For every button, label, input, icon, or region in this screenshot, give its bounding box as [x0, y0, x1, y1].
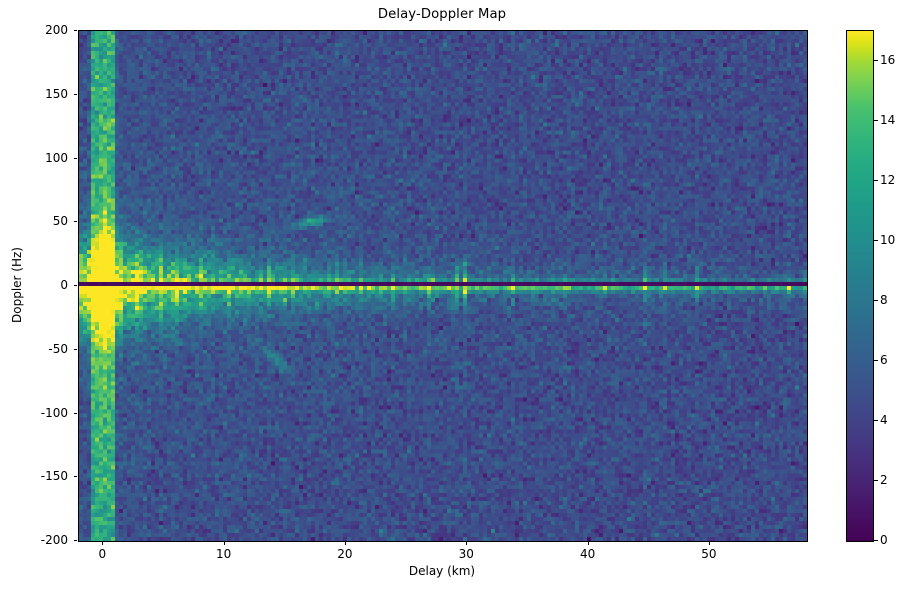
y-tick-mark [73, 285, 77, 286]
x-tick-mark [223, 541, 225, 545]
colorbar-tick-label: 4 [880, 413, 888, 427]
y-tick-label: -200 [40, 533, 68, 547]
y-tick-mark [73, 157, 77, 159]
colorbar[interactable] [846, 30, 874, 542]
colorbar-tick-mark [874, 120, 878, 121]
y-tick-label: -50 [48, 341, 68, 356]
x-tick-label: 0 [98, 547, 107, 561]
y-tick-label: -100 [40, 405, 68, 420]
y-tick-mark [73, 221, 77, 223]
x-tick-label: 30 [458, 547, 474, 561]
colorbar-tick-label: 10 [880, 233, 896, 247]
y-tick-mark [73, 30, 77, 31]
y-tick-label: 200 [45, 23, 68, 37]
y-tick-mark [73, 93, 77, 95]
y-axis-label: Doppler (Hz) [10, 247, 24, 323]
y-tick-mark [73, 348, 77, 350]
y-tick-mark [73, 412, 77, 414]
colorbar-tick-label: 14 [880, 113, 896, 127]
delay-doppler-heatmap [79, 31, 807, 541]
colorbar-tick-label: 6 [880, 353, 888, 367]
colorbar-gradient [847, 31, 873, 541]
colorbar-tick-label: 16 [880, 53, 896, 67]
x-tick-label: 50 [701, 547, 717, 561]
x-tick-label: 10 [215, 547, 232, 561]
colorbar-tick-label: 8 [880, 293, 888, 307]
colorbar-tick-mark [874, 480, 878, 481]
y-tick-label: 0 [60, 278, 68, 292]
colorbar-tick-mark [874, 180, 878, 181]
y-tick-label: 100 [45, 150, 68, 165]
colorbar-tick-mark [874, 300, 878, 301]
x-tick-mark [708, 541, 710, 545]
x-axis-label: Delay (km) [408, 564, 476, 578]
colorbar-tick-mark [874, 420, 878, 421]
x-tick-mark [102, 541, 104, 545]
y-tick-label: 50 [52, 214, 68, 229]
y-tick-label: 150 [45, 86, 68, 101]
page-title: Delay-Doppler Map [377, 7, 507, 22]
colorbar-tick-mark [874, 240, 878, 241]
colorbar-tick-mark [874, 540, 878, 541]
x-tick-mark [466, 541, 468, 545]
colorbar-tick-label: 0 [880, 533, 888, 547]
x-tick-label: 40 [579, 547, 596, 561]
y-tick-mark [73, 540, 77, 541]
y-tick-label: -150 [40, 469, 68, 484]
colorbar-tick-mark [874, 360, 878, 361]
colorbar-tick-mark [874, 60, 878, 61]
colorbar-tick-label: 12 [880, 173, 896, 187]
colorbar-tick-label: 2 [880, 473, 888, 487]
x-tick-mark [344, 541, 346, 545]
heatmap-plot-area[interactable] [78, 30, 808, 542]
x-tick-mark [587, 541, 589, 545]
y-tick-mark [73, 476, 77, 478]
x-tick-label: 20 [337, 547, 353, 561]
